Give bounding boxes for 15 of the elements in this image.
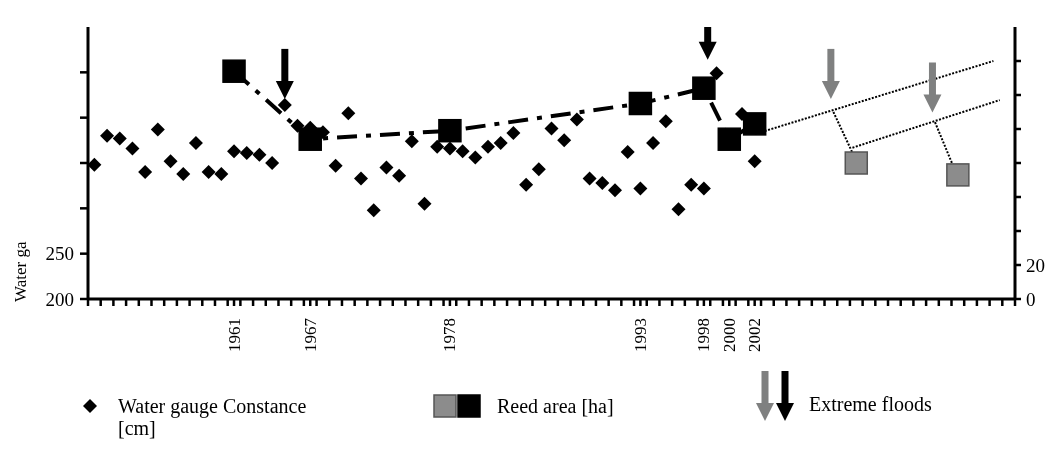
legend-label: Extreme floods — [809, 393, 932, 415]
x-tick-label: 1998 — [694, 318, 714, 352]
x-tick-label: 1961 — [224, 318, 244, 352]
x-tick-label: 2000 — [719, 318, 739, 352]
x-tick-label: 1978 — [440, 318, 460, 352]
y-tick-label: 200 — [45, 288, 74, 310]
x-tick-label: 1993 — [630, 318, 650, 352]
x-tick-label: 1967 — [300, 317, 320, 352]
y2-tick-label: 0 — [1026, 288, 1036, 310]
x-tick-label: 2002 — [745, 318, 765, 352]
legend-label: Reed area [ha] — [497, 395, 614, 417]
y2-tick-label: 20 — [1026, 254, 1045, 276]
y-tick-label: 250 — [45, 243, 74, 265]
y-axis-title: Water ga — [10, 241, 30, 302]
legend-label: Water gauge Constance [cm] — [118, 395, 308, 439]
